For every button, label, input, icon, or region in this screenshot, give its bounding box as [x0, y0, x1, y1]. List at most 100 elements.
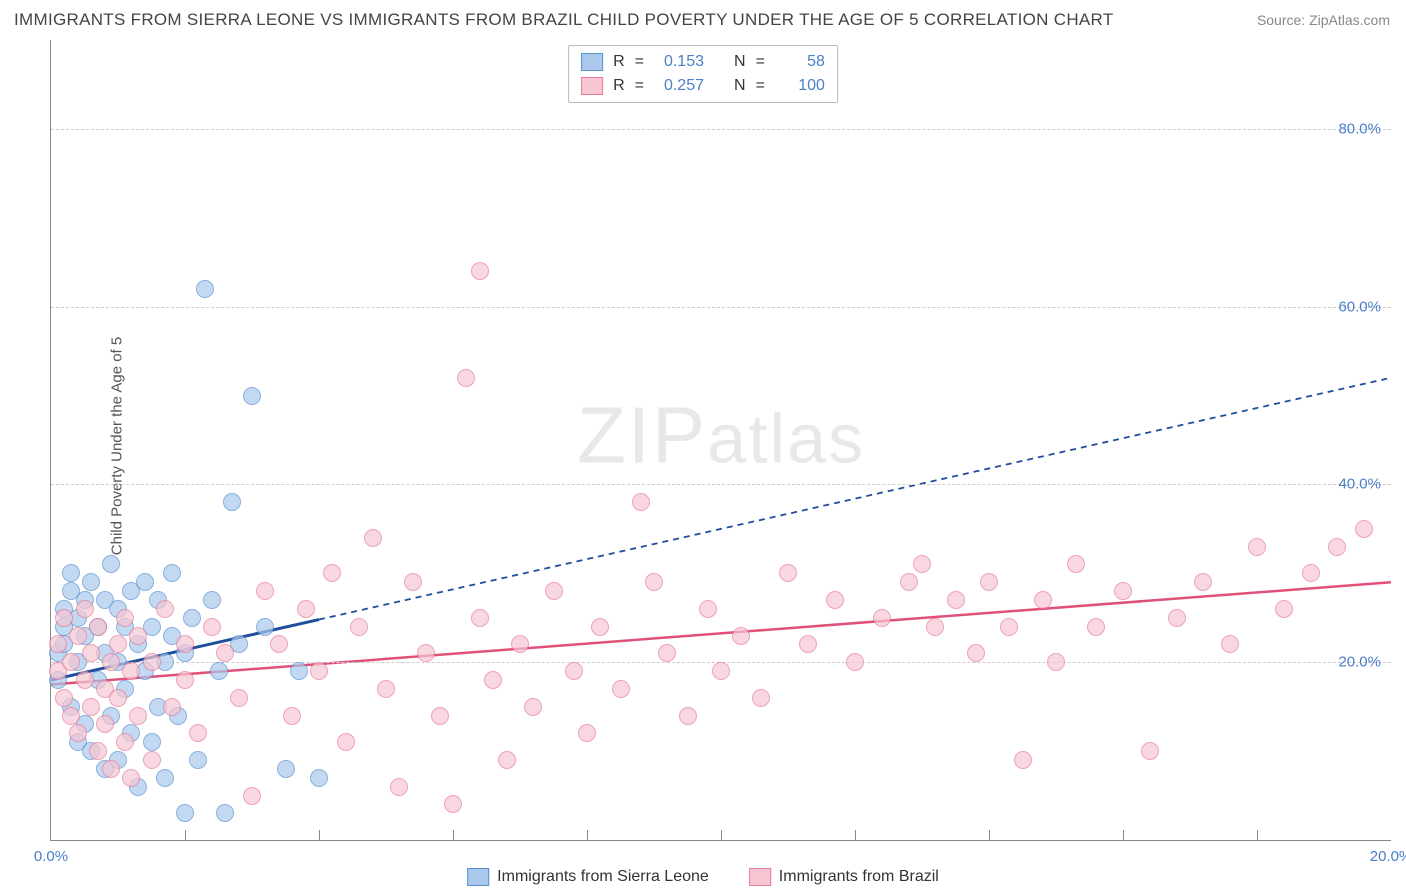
scatter-point: [1067, 555, 1085, 573]
scatter-point: [752, 689, 770, 707]
scatter-point: [310, 662, 328, 680]
scatter-point: [82, 644, 100, 662]
x-minor-tick: [319, 830, 320, 840]
scatter-point: [203, 618, 221, 636]
scatter-point: [1141, 742, 1159, 760]
legend-series-item: Immigrants from Sierra Leone: [467, 868, 709, 886]
scatter-point: [457, 369, 475, 387]
scatter-point: [1355, 520, 1373, 538]
legend-series-item: Immigrants from Brazil: [749, 868, 939, 886]
scatter-point: [55, 609, 73, 627]
scatter-point: [645, 573, 663, 591]
scatter-point: [323, 564, 341, 582]
scatter-point: [1114, 582, 1132, 600]
scatter-point: [89, 618, 107, 636]
scatter-point: [967, 644, 985, 662]
scatter-point: [290, 662, 308, 680]
scatter-point: [116, 733, 134, 751]
scatter-point: [82, 573, 100, 591]
x-tick-label: 0.0%: [34, 848, 68, 865]
gridline-h: [51, 129, 1391, 130]
scatter-point: [404, 573, 422, 591]
scatter-point: [122, 662, 140, 680]
scatter-point: [183, 609, 201, 627]
scatter-point: [62, 707, 80, 725]
scatter-point: [256, 582, 274, 600]
scatter-point: [243, 387, 261, 405]
scatter-point: [417, 644, 435, 662]
scatter-point: [230, 689, 248, 707]
legend-stats: R=0.153N=58R=0.257N=100: [568, 45, 838, 103]
x-minor-tick: [453, 830, 454, 840]
scatter-point: [658, 644, 676, 662]
y-tick-label: 20.0%: [1338, 654, 1381, 671]
scatter-point: [129, 627, 147, 645]
scatter-point: [826, 591, 844, 609]
legend-swatch: [749, 868, 771, 886]
scatter-point: [143, 733, 161, 751]
scatter-point: [350, 618, 368, 636]
scatter-point: [82, 698, 100, 716]
trend-lines-layer: [51, 40, 1391, 840]
scatter-point: [49, 635, 67, 653]
legend-n-value: 100: [775, 74, 825, 98]
scatter-point: [431, 707, 449, 725]
scatter-point: [913, 555, 931, 573]
x-minor-tick: [185, 830, 186, 840]
x-minor-tick: [587, 830, 588, 840]
scatter-point: [498, 751, 516, 769]
scatter-point: [196, 280, 214, 298]
scatter-point: [69, 724, 87, 742]
legend-n-value: 58: [775, 50, 825, 74]
x-minor-tick: [1123, 830, 1124, 840]
scatter-point: [55, 689, 73, 707]
scatter-point: [243, 787, 261, 805]
trend-line-dashed: [319, 378, 1391, 620]
equals-sign: =: [756, 74, 765, 98]
scatter-point: [76, 671, 94, 689]
scatter-point: [1034, 591, 1052, 609]
scatter-point: [732, 627, 750, 645]
scatter-point: [1302, 564, 1320, 582]
scatter-point: [471, 262, 489, 280]
scatter-point: [256, 618, 274, 636]
scatter-point: [216, 644, 234, 662]
scatter-point: [364, 529, 382, 547]
scatter-point: [189, 724, 207, 742]
x-minor-tick: [1257, 830, 1258, 840]
scatter-point: [980, 573, 998, 591]
gridline-h: [51, 307, 1391, 308]
scatter-point: [62, 564, 80, 582]
scatter-point: [471, 609, 489, 627]
scatter-point: [632, 493, 650, 511]
scatter-point: [156, 600, 174, 618]
scatter-point: [1221, 635, 1239, 653]
legend-series-name: Immigrants from Brazil: [779, 868, 939, 885]
legend-r-value: 0.257: [654, 74, 704, 98]
watermark: ZIPatlas: [577, 389, 865, 481]
scatter-point: [947, 591, 965, 609]
scatter-point: [122, 769, 140, 787]
scatter-point: [712, 662, 730, 680]
legend-stats-row: R=0.153N=58: [581, 50, 825, 74]
scatter-point: [1194, 573, 1212, 591]
scatter-point: [109, 689, 127, 707]
scatter-point: [565, 662, 583, 680]
legend-swatch: [581, 77, 603, 95]
legend-stats-row: R=0.257N=100: [581, 74, 825, 98]
legend-swatch: [581, 53, 603, 71]
scatter-point: [1014, 751, 1032, 769]
scatter-point: [545, 582, 563, 600]
y-tick-label: 80.0%: [1338, 120, 1381, 137]
scatter-point: [612, 680, 630, 698]
legend-n-label: N: [734, 50, 746, 74]
scatter-point: [176, 635, 194, 653]
scatter-point: [216, 804, 234, 822]
scatter-point: [578, 724, 596, 742]
scatter-point: [377, 680, 395, 698]
scatter-point: [1275, 600, 1293, 618]
scatter-point: [102, 555, 120, 573]
x-minor-tick: [855, 830, 856, 840]
scatter-point: [900, 573, 918, 591]
scatter-point: [846, 653, 864, 671]
